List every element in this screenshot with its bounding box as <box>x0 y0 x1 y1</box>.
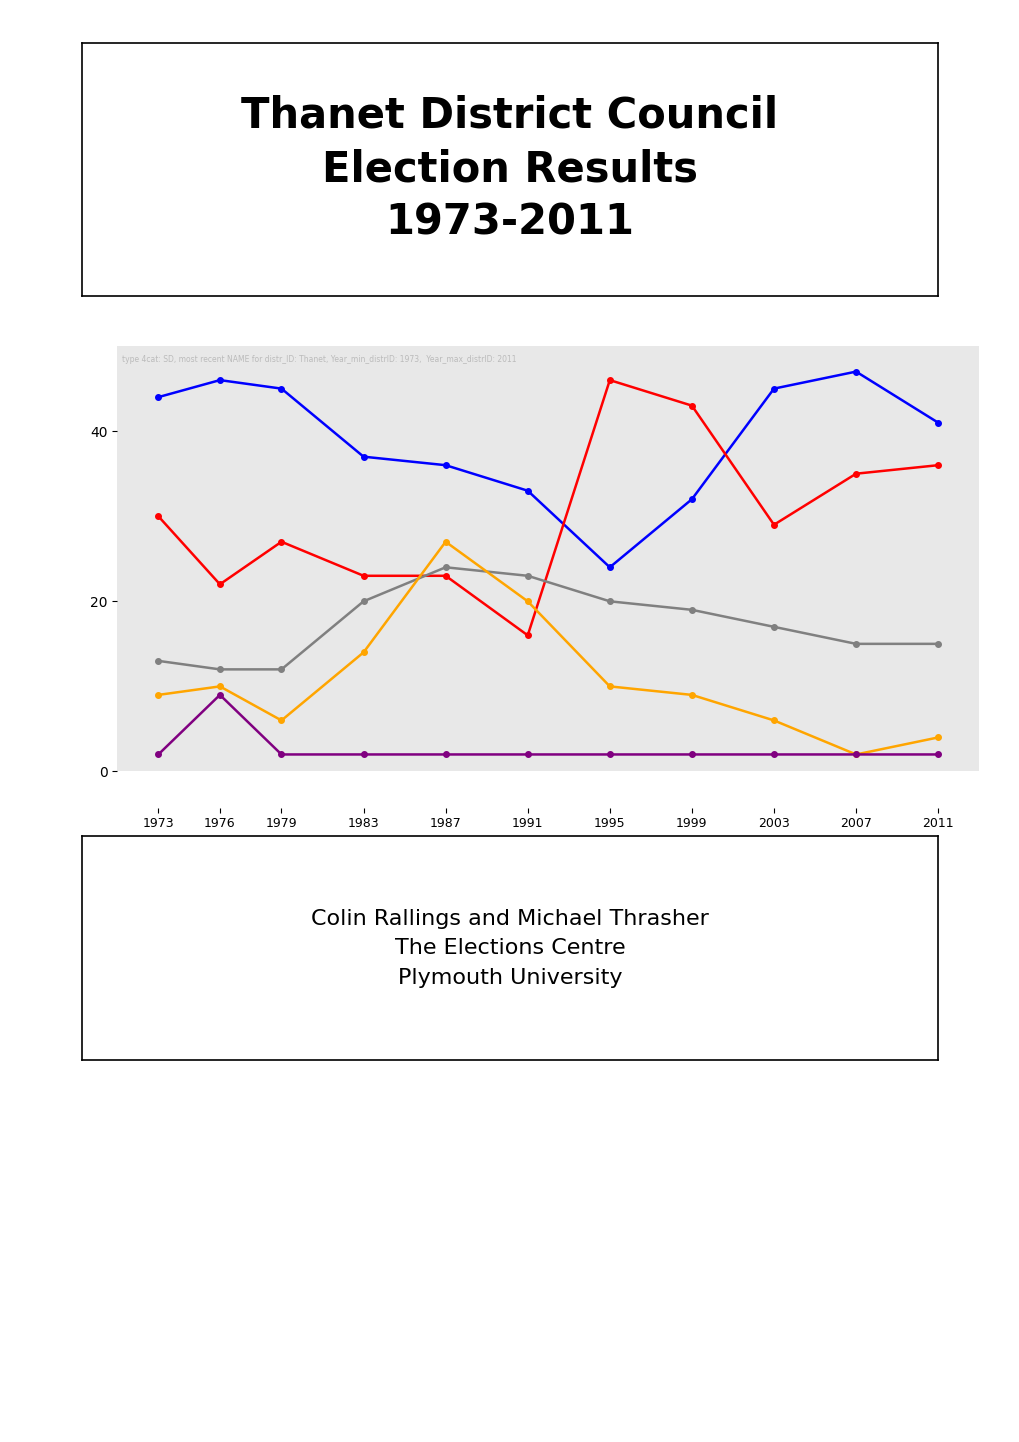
Text: Colin Rallings and Michael Thrasher
The Elections Centre
Plymouth University: Colin Rallings and Michael Thrasher The … <box>311 908 708 988</box>
Text: Thanet District Council
Election Results
1973-2011: Thanet District Council Election Results… <box>242 95 777 244</box>
Text: type 4cat: SD, most recent NAME for distr_ID: Thanet, Year_min_distrID: 1973,  Y: type 4cat: SD, most recent NAME for dist… <box>121 355 516 363</box>
